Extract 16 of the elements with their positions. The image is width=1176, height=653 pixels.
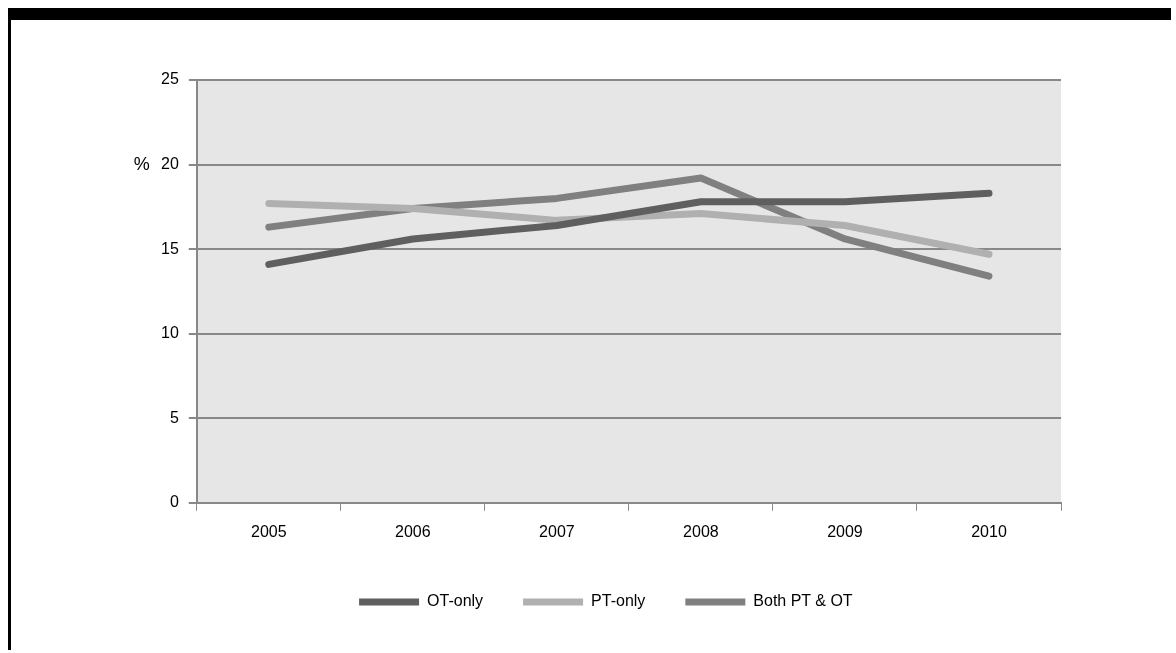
y-tick-label: 0 (169, 493, 179, 511)
y-tick-label: 10 (161, 324, 179, 342)
x-tick-label: 2005 (251, 522, 287, 540)
y-axis-title: % (133, 153, 150, 174)
y-tick-label: 25 (161, 70, 179, 88)
x-tick-label: 2010 (971, 522, 1007, 540)
x-tick-label: 2006 (395, 522, 431, 540)
legend-label: Both PT & OT (753, 592, 853, 610)
y-tick-label: 5 (169, 408, 179, 426)
x-tick-label: 2007 (539, 522, 575, 540)
x-tick-label: 2008 (683, 522, 719, 540)
legend-label: PT-only (591, 592, 646, 610)
legend-label: OT-only (427, 592, 484, 610)
x-tick-label: 2009 (827, 522, 863, 540)
y-tick-label: 15 (161, 239, 179, 257)
y-tick-label: 20 (161, 154, 179, 172)
